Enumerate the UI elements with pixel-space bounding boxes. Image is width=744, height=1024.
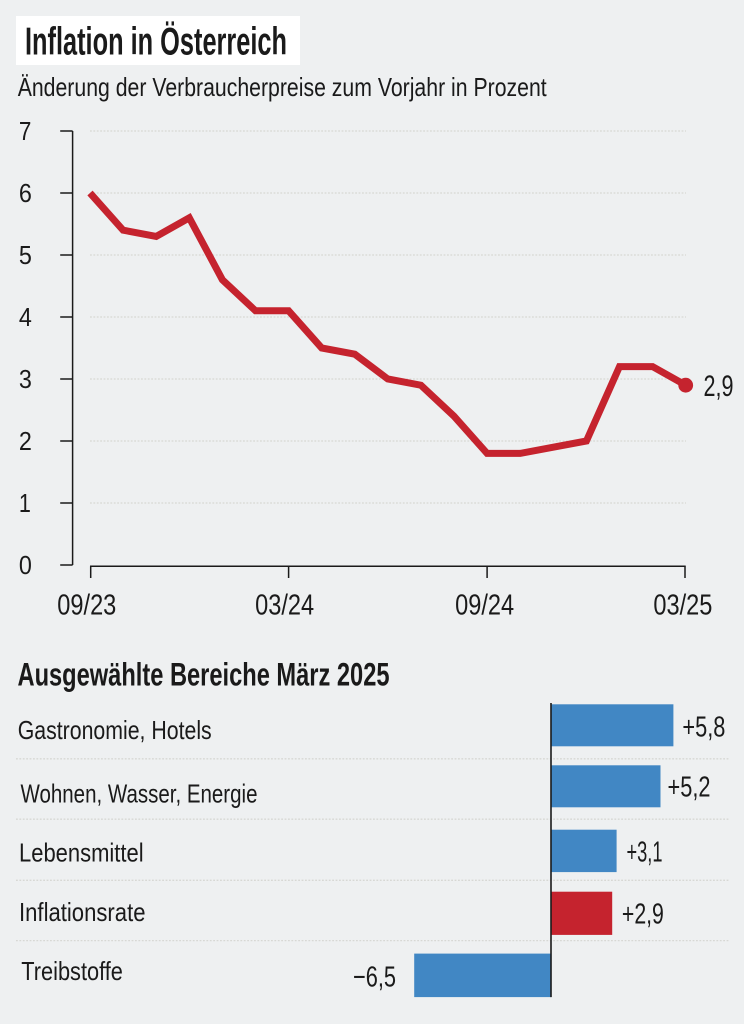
svg-text:Treibstoffe: Treibstoffe <box>21 956 123 986</box>
svg-text:Wohnen, Wasser, Energie: Wohnen, Wasser, Energie <box>21 779 258 809</box>
svg-text:6: 6 <box>19 178 32 208</box>
svg-text:09/24: 09/24 <box>455 589 514 621</box>
svg-text:−6,5: −6,5 <box>353 961 396 993</box>
svg-text:+5,2: +5,2 <box>668 772 711 804</box>
svg-text:1: 1 <box>19 488 31 518</box>
svg-text:2: 2 <box>19 426 32 456</box>
svg-text:03/24: 03/24 <box>255 589 314 621</box>
svg-text:Inflation in Österreich: Inflation in Österreich <box>25 21 287 64</box>
svg-text:4: 4 <box>19 302 32 332</box>
svg-text:7: 7 <box>19 116 32 146</box>
svg-text:Änderung der Verbraucherpreise: Änderung der Verbraucherpreise zum Vorja… <box>18 72 548 102</box>
svg-text:2,9: 2,9 <box>704 370 734 403</box>
svg-text:Ausgewählte Bereiche März 2025: Ausgewählte Bereiche März 2025 <box>18 657 390 693</box>
svg-text:Gastronomie, Hotels: Gastronomie, Hotels <box>18 715 212 745</box>
svg-text:Lebensmittel: Lebensmittel <box>19 837 144 867</box>
svg-text:Inflationsrate: Inflationsrate <box>19 897 146 927</box>
svg-text:+2,9: +2,9 <box>622 899 664 931</box>
svg-text:0: 0 <box>19 550 32 580</box>
svg-text:03/25: 03/25 <box>653 589 712 621</box>
svg-text:+3,1: +3,1 <box>627 836 663 868</box>
svg-text:+5,8: +5,8 <box>682 712 725 744</box>
svg-text:3: 3 <box>19 364 32 394</box>
svg-text:5: 5 <box>19 240 32 270</box>
svg-text:09/23: 09/23 <box>57 589 116 621</box>
